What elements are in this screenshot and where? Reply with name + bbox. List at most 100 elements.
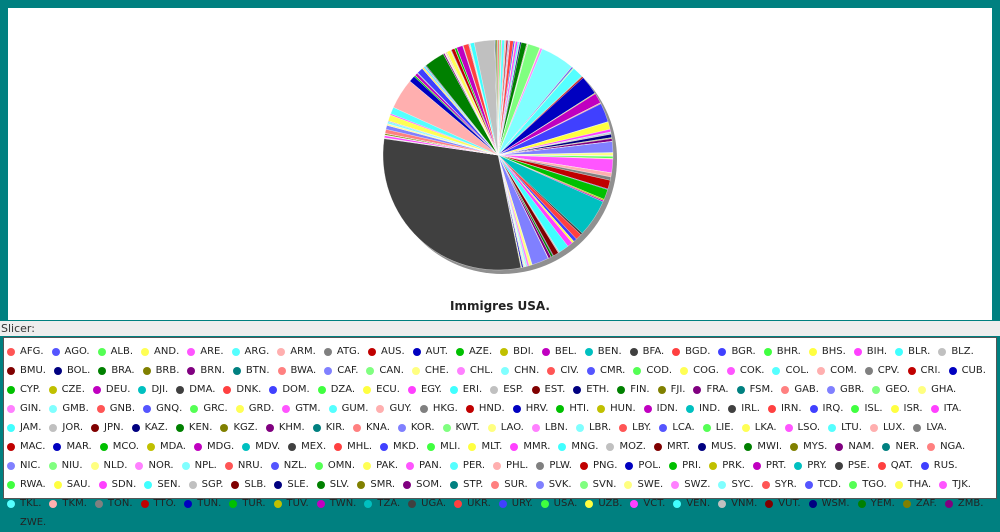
legend-item[interactable]: ZWE. [7, 513, 46, 532]
legend-item[interactable]: MDG. [194, 437, 234, 456]
legend-item[interactable]: CZE. [49, 380, 85, 399]
legend-item[interactable]: HND. [466, 399, 505, 418]
legend-item[interactable]: KGZ. [220, 418, 257, 437]
legend-item[interactable]: WSM. [809, 494, 850, 513]
legend-item[interactable]: TZA. [364, 494, 400, 513]
legend-item[interactable]: YEM. [858, 494, 895, 513]
legend-item[interactable]: ZAF. [903, 494, 937, 513]
legend-item[interactable]: PER. [450, 456, 485, 475]
legend-item[interactable]: BDI. [500, 342, 534, 361]
legend-item[interactable]: SEN. [144, 475, 180, 494]
legend-item[interactable]: ARE. [187, 342, 223, 361]
legend-item[interactable]: VUT. [765, 494, 800, 513]
legend-item[interactable]: LCA. [659, 418, 694, 437]
legend-item[interactable]: DNK. [223, 380, 261, 399]
legend-item[interactable]: URY. [499, 494, 533, 513]
legend-item[interactable]: BLZ. [938, 342, 973, 361]
legend-item[interactable]: COM. [817, 361, 857, 380]
legend-item[interactable]: NAM. [835, 437, 874, 456]
legend-item[interactable]: IRL. [728, 399, 760, 418]
legend-item[interactable]: BHR. [764, 342, 801, 361]
legend-item[interactable]: BOL. [54, 361, 90, 380]
legend-item[interactable]: JOR. [49, 418, 83, 437]
legend-item[interactable]: LVA. [913, 418, 947, 437]
legend-item[interactable]: NPL. [182, 456, 217, 475]
legend-item[interactable]: LBR. [576, 418, 611, 437]
legend-item[interactable]: CAN. [366, 361, 403, 380]
legend-item[interactable]: LSO. [785, 418, 821, 437]
legend-item[interactable]: PLW. [536, 456, 572, 475]
legend-item[interactable]: DEU. [93, 380, 131, 399]
legend-item[interactable]: FJI. [658, 380, 686, 399]
legend-item[interactable]: HRV. [513, 399, 549, 418]
legend-item[interactable]: PSE. [835, 456, 870, 475]
legend-item[interactable]: SUR. [491, 475, 527, 494]
legend-item[interactable]: SVN. [580, 475, 617, 494]
legend-item[interactable]: BRB. [143, 361, 180, 380]
legend-item[interactable]: KAZ. [132, 418, 168, 437]
legend-item[interactable]: MWI. [744, 437, 782, 456]
legend-item[interactable]: AUS. [368, 342, 405, 361]
legend-item[interactable]: AZE. [456, 342, 492, 361]
legend-item[interactable]: GNQ. [143, 399, 182, 418]
legend-item[interactable]: COK. [727, 361, 765, 380]
legend-item[interactable]: HTI. [556, 399, 589, 418]
legend-item[interactable]: PHL. [493, 456, 528, 475]
legend-item[interactable]: PRI. [669, 456, 701, 475]
legend-item[interactable]: SYR. [762, 475, 797, 494]
legend-item[interactable]: PRK. [709, 456, 745, 475]
legend-item[interactable]: LIE. [703, 418, 734, 437]
legend-item[interactable]: MOZ. [606, 437, 646, 456]
legend-item[interactable]: KHM. [266, 418, 305, 437]
legend-item[interactable]: FRA. [693, 380, 728, 399]
legend-item[interactable]: ALB. [98, 342, 133, 361]
legend-item[interactable]: CHE. [412, 361, 449, 380]
legend-item[interactable]: SWZ. [671, 475, 710, 494]
legend-item[interactable]: SWE. [624, 475, 663, 494]
legend-item[interactable]: BFA. [630, 342, 665, 361]
legend-item[interactable]: HUN. [597, 399, 636, 418]
legend-item[interactable]: UZB. [585, 494, 622, 513]
legend-item[interactable]: LBN. [532, 418, 568, 437]
legend-item[interactable]: MKD. [380, 437, 419, 456]
legend-item[interactable]: USA. [541, 494, 578, 513]
legend-item[interactable]: VNM. [718, 494, 757, 513]
legend-item[interactable]: AFG. [7, 342, 44, 361]
legend-item[interactable]: CHN. [501, 361, 539, 380]
legend-item[interactable]: ARG. [232, 342, 270, 361]
legend-item[interactable]: TON. [95, 494, 133, 513]
legend-item[interactable]: OMN. [315, 456, 355, 475]
legend-item[interactable]: LAO. [488, 418, 524, 437]
legend-item[interactable]: ARM. [277, 342, 316, 361]
legend-item[interactable]: TUV. [274, 494, 309, 513]
legend-item[interactable]: CPV. [865, 361, 900, 380]
legend-item[interactable]: BHS. [809, 342, 846, 361]
legend-item[interactable]: JAM. [7, 418, 41, 437]
legend-item[interactable]: ECU. [363, 380, 400, 399]
legend-item[interactable]: PNG. [580, 456, 617, 475]
legend-item[interactable]: NZL. [271, 456, 307, 475]
legend-item[interactable]: MYS. [790, 437, 827, 456]
legend-item[interactable]: NER. [882, 437, 919, 456]
legend-item[interactable]: LBY. [619, 418, 651, 437]
legend-item[interactable]: QAT. [878, 456, 913, 475]
legend-item[interactable]: BWA. [278, 361, 317, 380]
legend-item[interactable]: SLB. [231, 475, 266, 494]
legend-item[interactable]: NGA. [927, 437, 965, 456]
legend-item[interactable]: GRC. [190, 399, 227, 418]
legend-item[interactable]: COD. [633, 361, 672, 380]
legend-item[interactable]: MAC. [7, 437, 45, 456]
legend-item[interactable]: CHL. [457, 361, 493, 380]
legend-item[interactable]: FIN. [617, 380, 649, 399]
legend-item[interactable]: TKL. [7, 494, 41, 513]
legend-item[interactable]: GIN. [7, 399, 41, 418]
legend-item[interactable]: PAK. [363, 456, 398, 475]
legend-item[interactable]: NOR. [135, 456, 173, 475]
legend-item[interactable]: GTM. [282, 399, 320, 418]
legend-item[interactable]: CAF. [324, 361, 358, 380]
legend-item[interactable]: UGA. [408, 494, 446, 513]
legend-item[interactable]: TTO. [141, 494, 177, 513]
legend-item[interactable]: LTU. [828, 418, 862, 437]
legend-item[interactable]: ATG. [324, 342, 360, 361]
legend-item[interactable]: KWT. [443, 418, 480, 437]
